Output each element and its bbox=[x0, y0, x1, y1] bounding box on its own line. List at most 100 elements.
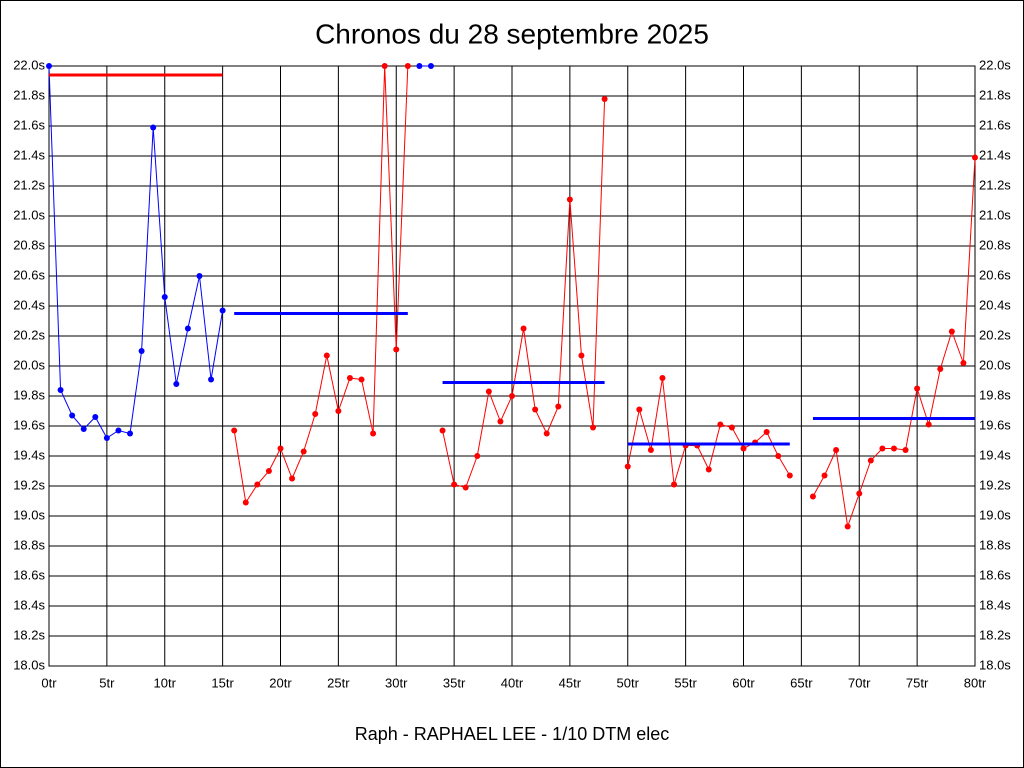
data-point bbox=[844, 523, 851, 530]
data-point bbox=[520, 325, 527, 332]
series-line bbox=[233, 65, 409, 504]
data-point bbox=[346, 375, 353, 381]
data-point bbox=[636, 406, 643, 413]
data-point bbox=[740, 445, 747, 452]
data-point bbox=[671, 481, 678, 488]
y-tick-label: 22.0s bbox=[13, 57, 45, 72]
data-point bbox=[161, 294, 168, 300]
y-tick-label-right: 22.0s bbox=[979, 57, 1011, 72]
data-point bbox=[335, 408, 342, 414]
x-tick-label: 0tr bbox=[41, 675, 57, 690]
data-point bbox=[115, 427, 122, 434]
y-tick-label: 21.4s bbox=[13, 147, 45, 162]
plot-border bbox=[48, 65, 976, 667]
data-point bbox=[590, 424, 597, 431]
x-axis-label: Raph - RAPHAEL LEE - 1/10 DTM elec bbox=[355, 724, 669, 744]
data-point bbox=[173, 381, 180, 387]
y-tick-label-right: 19.6s bbox=[979, 417, 1011, 432]
data-point bbox=[728, 424, 735, 431]
data-point bbox=[532, 406, 539, 413]
data-point bbox=[485, 388, 492, 395]
y-tick-label-right: 19.4s bbox=[979, 447, 1011, 462]
data-point bbox=[427, 63, 434, 69]
data-point bbox=[972, 154, 978, 161]
x-tick-label: 20tr bbox=[269, 675, 292, 690]
x-tick-label: 25tr bbox=[327, 675, 350, 690]
y-tick-label: 21.0s bbox=[13, 207, 45, 222]
x-tick-label: 35tr bbox=[443, 675, 466, 690]
data-point bbox=[775, 453, 782, 459]
x-tick-label: 30tr bbox=[385, 675, 408, 690]
data-point bbox=[439, 427, 446, 434]
x-tick-label: 50tr bbox=[617, 675, 640, 690]
data-point bbox=[231, 427, 238, 434]
series-line bbox=[48, 65, 224, 439]
y-tick-label: 20.6s bbox=[13, 267, 45, 282]
data-point bbox=[57, 387, 64, 393]
data-point bbox=[937, 366, 944, 372]
y-tick-label-right: 18.6s bbox=[979, 567, 1011, 582]
y-tick-label: 19.8s bbox=[13, 387, 45, 402]
data-point bbox=[127, 430, 134, 437]
data-point bbox=[462, 484, 469, 491]
y-tick-label-right: 20.2s bbox=[979, 327, 1011, 342]
data-point bbox=[960, 360, 967, 366]
data-point bbox=[890, 445, 897, 452]
y-tick-label: 18.0s bbox=[13, 657, 45, 672]
y-tick-label: 21.2s bbox=[13, 177, 45, 192]
y-tick-label: 19.2s bbox=[13, 477, 45, 492]
y-tick-label: 20.4s bbox=[13, 297, 45, 312]
data-point bbox=[497, 418, 504, 425]
data-point bbox=[509, 393, 515, 399]
y-tick-label: 19.6s bbox=[13, 417, 45, 432]
data-point bbox=[914, 385, 921, 392]
data-point bbox=[809, 493, 816, 500]
data-point bbox=[80, 426, 87, 432]
y-tick-label: 18.8s bbox=[13, 537, 45, 552]
y-tick-label-right: 21.8s bbox=[979, 87, 1011, 102]
data-point bbox=[289, 475, 296, 482]
x-tick-label: 45tr bbox=[559, 675, 582, 690]
data-point bbox=[208, 376, 215, 383]
data-point bbox=[416, 63, 423, 69]
data-point bbox=[763, 429, 770, 435]
x-tick-label: 75tr bbox=[906, 675, 929, 690]
y-tick-label-right: 18.8s bbox=[979, 537, 1011, 552]
chart-title: Chronos du 28 septembre 2025 bbox=[315, 18, 709, 49]
data-point bbox=[254, 481, 261, 488]
y-tick-label: 18.2s bbox=[13, 627, 45, 642]
data-point bbox=[786, 472, 793, 479]
data-point bbox=[566, 196, 573, 203]
x-tick-label: 70tr bbox=[848, 675, 871, 690]
data-point bbox=[184, 325, 191, 332]
data-point bbox=[705, 466, 712, 473]
y-tick-label-right: 19.0s bbox=[979, 507, 1011, 522]
data-point bbox=[543, 430, 550, 437]
y-tick-label: 19.0s bbox=[13, 507, 45, 522]
data-point bbox=[196, 273, 203, 279]
data-point bbox=[277, 445, 284, 452]
data-point bbox=[358, 376, 365, 383]
data-point bbox=[300, 448, 307, 455]
data-point bbox=[138, 348, 145, 354]
x-tick-label: 80tr bbox=[964, 675, 987, 690]
data-point bbox=[867, 457, 874, 464]
data-point bbox=[370, 430, 377, 437]
y-tick-label-right: 21.0s bbox=[979, 207, 1011, 222]
data-point bbox=[219, 307, 226, 314]
y-tick-label-right: 18.0s bbox=[979, 657, 1011, 672]
y-tick-label-right: 21.2s bbox=[979, 177, 1011, 192]
y-tick-label-right: 20.4s bbox=[979, 297, 1011, 312]
data-point bbox=[312, 411, 319, 417]
x-tick-label: 10tr bbox=[154, 675, 177, 690]
data-point bbox=[381, 63, 388, 69]
y-tick-label-right: 18.2s bbox=[979, 627, 1011, 642]
data-point bbox=[948, 328, 955, 335]
y-tick-label: 20.2s bbox=[13, 327, 45, 342]
data-point bbox=[451, 481, 458, 488]
y-tick-label: 20.8s bbox=[13, 237, 45, 252]
data-point bbox=[474, 453, 481, 459]
data-point bbox=[833, 447, 840, 453]
y-tick-label: 18.6s bbox=[13, 567, 45, 582]
data-point bbox=[821, 472, 828, 479]
